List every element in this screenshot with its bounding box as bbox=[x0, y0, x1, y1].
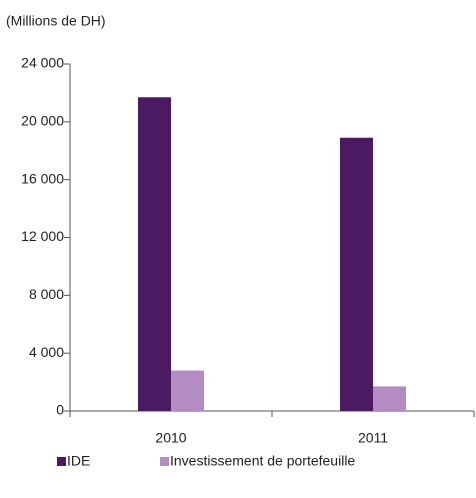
y-tick-label: 20 000 bbox=[21, 113, 64, 129]
bar bbox=[171, 370, 204, 411]
y-tick-label: 8 000 bbox=[29, 286, 64, 302]
y-tick-label: 12 000 bbox=[21, 228, 64, 244]
y-tick-label: 24 000 bbox=[21, 55, 64, 71]
y-tick-label: 16 000 bbox=[21, 170, 64, 186]
chart-title: (Millions de DH) bbox=[6, 13, 106, 29]
legend-label: Investissement de portefeuille bbox=[170, 453, 355, 469]
bar bbox=[138, 97, 171, 412]
x-tick-label: 2010 bbox=[155, 430, 186, 446]
legend-swatch bbox=[57, 457, 66, 466]
bar bbox=[373, 386, 406, 411]
legend-label: IDE bbox=[67, 453, 90, 469]
x-tick-label: 2011 bbox=[358, 430, 388, 446]
y-tick-label: 0 bbox=[56, 402, 64, 418]
y-tick-label: 4 000 bbox=[29, 344, 64, 360]
legend-swatch bbox=[160, 457, 169, 466]
bar bbox=[340, 137, 373, 412]
